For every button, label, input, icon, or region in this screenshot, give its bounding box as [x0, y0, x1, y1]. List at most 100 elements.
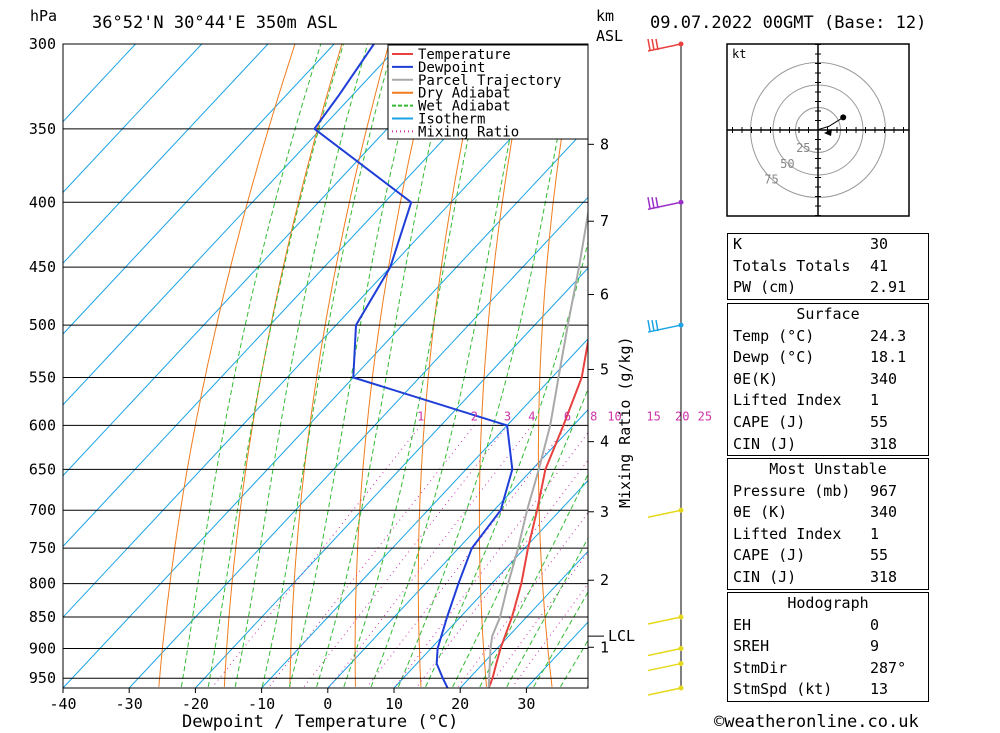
indices-panel: K 30 Totals Totals 41 PW (cm) 2.91 — [727, 233, 929, 300]
table-row: Dewp (°C) 18.1 — [728, 347, 928, 369]
pressure-tick-label: 350 — [29, 120, 56, 138]
row-value: 0 — [870, 615, 880, 634]
series-dewpoint — [313, 44, 514, 688]
x-tick-label: 0 — [323, 695, 332, 713]
row-value: 1 — [870, 524, 880, 543]
pressure-tick-label: 750 — [29, 539, 56, 557]
isotherm-line — [195, 267, 588, 688]
mixing-ratio-line — [329, 425, 533, 688]
wet-adiabat-line — [234, 44, 369, 688]
wet-adiabat-line — [207, 44, 344, 688]
row-label: Totals Totals — [733, 256, 851, 275]
copyright: ©weatheronline.co.uk — [714, 712, 919, 732]
wind-barb-feather — [651, 319, 655, 332]
isotherm-line — [327, 408, 588, 688]
dry-adiabat-line — [223, 44, 343, 687]
asl-label: ASL — [596, 27, 623, 45]
wind-barb-feather — [647, 38, 651, 51]
axes: 3003504004505005506006507007508008509009… — [29, 35, 536, 713]
row-value: 340 — [870, 503, 898, 522]
mixing-ratio-label: 4 — [528, 409, 535, 423]
mixing-ratio-line — [366, 425, 568, 688]
row-label: K — [733, 235, 743, 253]
wind-barb-feather — [655, 197, 659, 209]
table-row: θE(K) 340 — [728, 369, 928, 391]
table-row: Temp (°C) 24.3 — [728, 326, 928, 348]
row-value: 18.1 — [870, 348, 907, 367]
pressure-tick-label: 850 — [29, 608, 56, 626]
height-tick-label: 4 — [600, 433, 609, 451]
x-tick-label: 10 — [385, 695, 403, 713]
row-value: 24.3 — [870, 326, 907, 345]
height-tick-label: 1 — [600, 638, 609, 656]
wet-adiabat-line — [479, 473, 588, 688]
table-row: EH 0 — [728, 615, 928, 637]
isotherm-line — [63, 44, 401, 406]
height-tick-label: 3 — [600, 503, 609, 521]
mixing-ratio-label: 20 — [675, 409, 689, 423]
mixing-ratio-labels: 1 2 3 4 6 8 10 15 20 25 — [417, 409, 712, 423]
pressure-tick-label: 300 — [29, 35, 56, 53]
mixing-ratio-axis-label: Mixing Ratio (g/kg) — [616, 336, 634, 508]
wind-barb-dot — [678, 199, 684, 205]
isotherm-line — [63, 44, 534, 548]
dry-adiabat-line — [158, 44, 296, 687]
table-row: θE (K) 340 — [728, 502, 928, 524]
x-tick-label: -20 — [182, 695, 209, 713]
pressure-tick-label: 400 — [29, 193, 56, 211]
pressure-tick-label: 700 — [29, 501, 56, 519]
surface-panel: Surface Temp (°C) 24.3 Dewp (°C) 18.1 θE(K) 3… — [727, 303, 929, 457]
km-label: km — [596, 7, 614, 25]
table-row: CIN (J) 318 — [728, 434, 928, 456]
hodograph-ring-label: 75 — [764, 173, 778, 187]
legend-label: Dewpoint — [418, 60, 485, 76]
wind-barb-dot — [678, 685, 684, 691]
dry-adiabat-line — [478, 44, 531, 687]
pressure-tick-label: 900 — [29, 639, 56, 657]
legend-label: Temperature — [418, 47, 511, 63]
table-row: SREH 9 — [728, 636, 928, 658]
pressure-tick-label: 450 — [29, 258, 56, 276]
height-tick-label: 8 — [600, 135, 609, 153]
wet-adiabat-line — [506, 537, 588, 688]
mixing-ratio-label: 25 — [698, 409, 712, 423]
wind-barb-feather — [651, 197, 655, 209]
height-tick-label: 2 — [600, 571, 609, 589]
plot-frame — [62, 43, 589, 689]
mixing-ratio-line — [212, 425, 422, 688]
table-row: CAPE (J) 55 — [728, 412, 928, 434]
surface-title: Surface — [796, 305, 860, 323]
x-tick-label: -40 — [49, 695, 76, 713]
wind-barb-feather — [655, 38, 659, 51]
wind-barb-feather — [647, 319, 651, 332]
table-row: PW (cm) 2.91 — [728, 277, 928, 299]
mixing-ratio-line — [303, 425, 508, 688]
dry-adiabat-line — [537, 44, 578, 687]
series-parcel-trajectory — [487, 208, 588, 688]
row-label: StmDir — [733, 658, 788, 677]
pressure-tick-label: 550 — [29, 369, 56, 387]
isotherm-line — [63, 44, 467, 477]
hodograph-unit: kt — [732, 47, 746, 61]
wind-barb — [647, 662, 682, 672]
row-label: Lifted Index — [733, 391, 842, 410]
legend-label: Dry Adiabat — [418, 86, 511, 102]
profile-series — [313, 44, 588, 688]
wind-barb — [647, 687, 682, 696]
table-row: Lifted Index 1 — [728, 524, 928, 546]
mixing-ratio-line — [512, 582, 588, 688]
mixing-ratio-line — [488, 551, 588, 688]
most-unstable-panel: Most Unstable Pressure (mb) 967 θE (K) 340 L… — [727, 458, 929, 590]
hodograph-ring-label: 50 — [780, 157, 794, 171]
row-value: 287° — [870, 658, 907, 677]
hodograph-ring-label: 25 — [796, 141, 810, 155]
wind-barb-dot — [678, 614, 684, 620]
wet-adiabat-line — [425, 240, 588, 688]
location-title: 36°52'N 30°44'E 350m ASL — [92, 13, 338, 33]
wet-adiabat-line — [343, 44, 490, 688]
dry-adiabat-line — [952, 44, 1000, 687]
mixing-ratio-label: 15 — [646, 409, 660, 423]
row-value: 13 — [870, 680, 889, 699]
